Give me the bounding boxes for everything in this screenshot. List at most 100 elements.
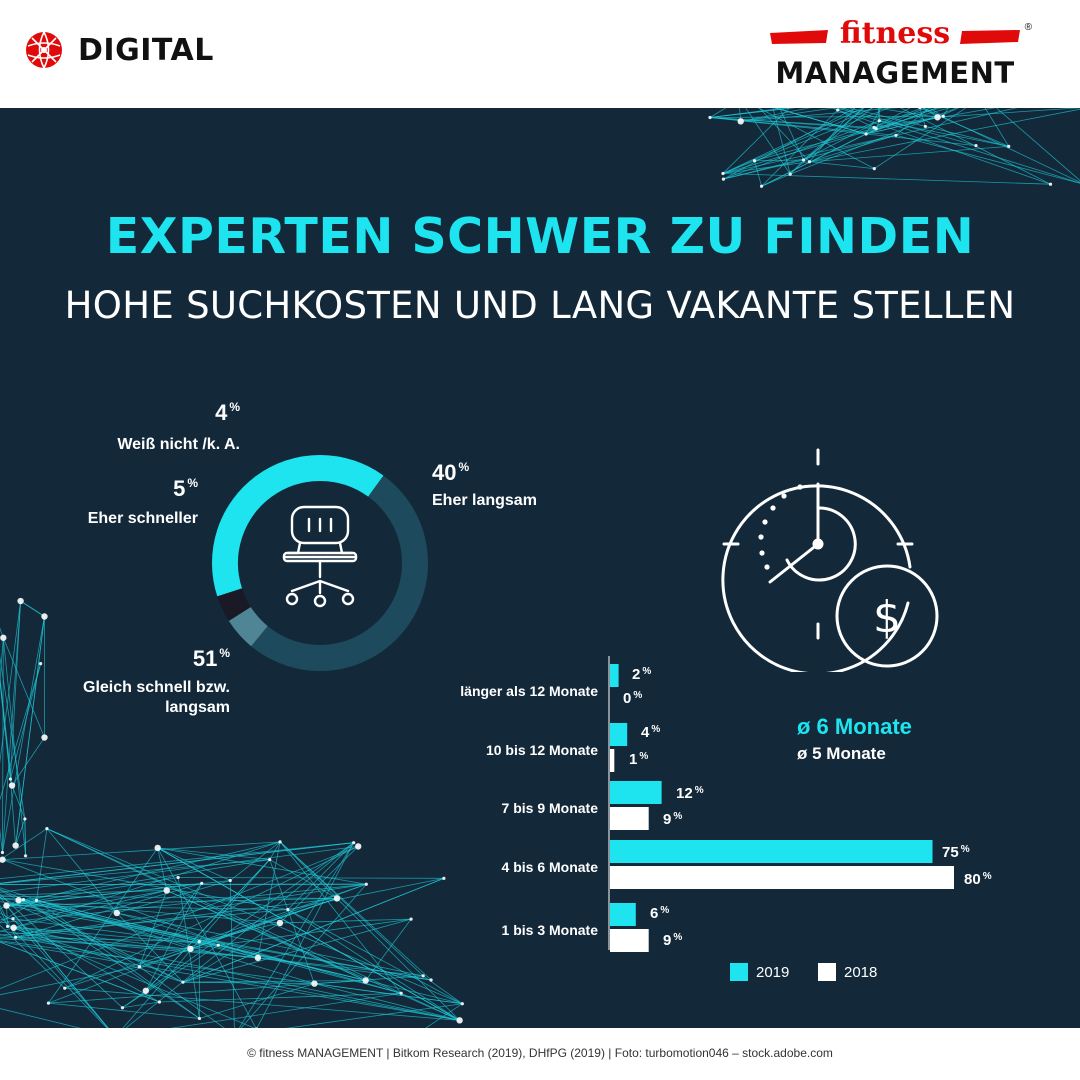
network-node — [708, 115, 712, 120]
network-node — [23, 854, 28, 858]
network-node — [352, 841, 356, 845]
network-node — [0, 850, 5, 855]
network-line — [279, 918, 412, 924]
network-line — [7, 926, 460, 1021]
network-line — [48, 1002, 200, 1019]
network-line — [122, 944, 219, 1009]
network-line — [48, 948, 191, 1004]
clock-dollar-icon: $ — [721, 448, 939, 672]
network-line — [774, 108, 867, 135]
network-line — [0, 924, 66, 989]
network-node — [46, 1001, 51, 1005]
network-line — [6, 905, 432, 981]
network-line — [64, 987, 460, 1021]
network-line — [745, 108, 791, 175]
network-line — [0, 915, 108, 1028]
network-line — [709, 117, 875, 128]
donut-slice — [228, 606, 269, 647]
network-line — [0, 940, 463, 1005]
network-line — [285, 1003, 463, 1028]
network-line — [0, 842, 354, 880]
network-node — [311, 980, 318, 987]
network-node — [788, 172, 792, 176]
network-node — [39, 661, 43, 666]
infographic-panel: EXPERTEN SCHWER ZU FINDEN HOHE SUCHKOSTE… — [0, 108, 1080, 1028]
network-line — [157, 847, 270, 860]
network-node — [872, 125, 876, 130]
slice-value-weiss: 4% — [215, 400, 240, 425]
network-line — [710, 115, 944, 118]
network-line — [754, 159, 804, 162]
network-line — [157, 847, 460, 1021]
network-line — [942, 108, 949, 117]
network-node — [409, 917, 413, 921]
network-line — [238, 842, 355, 1028]
network-line — [0, 934, 460, 1021]
page-title: EXPERTEN SCHWER ZU FINDEN — [105, 208, 975, 265]
network-node — [974, 144, 978, 148]
network-line — [874, 108, 967, 169]
network-line — [803, 108, 864, 161]
network-line — [15, 616, 45, 846]
network-node — [276, 919, 284, 927]
network-line — [36, 828, 48, 901]
slice-value-schneller: 5% — [173, 476, 198, 501]
footer-credits: © fitness MANAGEMENT | Bitkom Research (… — [247, 1046, 833, 1060]
network-line — [287, 909, 460, 1021]
network-line — [182, 877, 445, 983]
registered-mark: ® — [1024, 22, 1032, 33]
network-line — [11, 785, 26, 820]
page-subtitle: HOHE SUCHKOSTEN UND LANG VAKANTE STELLEN — [64, 284, 1016, 327]
network-line — [900, 108, 1051, 185]
network-line — [2, 637, 45, 738]
network-line — [0, 890, 167, 932]
network-line — [287, 877, 444, 910]
network-line — [314, 980, 366, 984]
network-node — [197, 940, 201, 944]
network-node — [63, 986, 67, 990]
network-node — [34, 898, 39, 903]
network-line — [754, 160, 762, 187]
network-node — [187, 945, 194, 953]
network-line — [761, 128, 877, 187]
network-line — [10, 779, 17, 846]
legend-swatch-2019 — [730, 963, 748, 981]
network-node — [333, 895, 341, 902]
network-line — [865, 116, 938, 135]
network-line — [789, 159, 804, 175]
network-node — [154, 844, 161, 852]
network-line — [0, 897, 37, 901]
network-line — [279, 841, 424, 977]
network-line — [740, 108, 898, 122]
brand-logo: fitness MANAGEMENT ® — [770, 16, 1032, 98]
data-label: 4% — [641, 724, 661, 741]
network-line — [873, 108, 923, 128]
network-line — [847, 108, 1009, 147]
network-line — [0, 674, 13, 786]
network-line — [256, 842, 355, 1028]
globe-icon — [26, 31, 62, 69]
bar — [610, 903, 636, 926]
network-line — [879, 108, 944, 122]
network-node — [113, 909, 120, 917]
bar — [610, 929, 649, 952]
network-line — [722, 108, 790, 174]
network-node — [801, 158, 806, 162]
network-line — [0, 663, 42, 801]
network-line — [809, 145, 1009, 163]
network-node — [286, 907, 290, 912]
network-line — [865, 108, 882, 135]
network-line — [709, 108, 796, 118]
network-line — [257, 841, 281, 958]
network-node — [200, 881, 204, 885]
network-line — [199, 983, 315, 1019]
network-line — [157, 847, 231, 881]
network-line — [0, 627, 4, 638]
network-line — [995, 108, 1080, 182]
network-line — [0, 828, 3, 853]
network-node — [836, 108, 840, 112]
network-line — [7, 926, 432, 981]
network-node — [15, 896, 22, 904]
network-line — [2, 841, 281, 861]
network-line — [116, 912, 184, 983]
